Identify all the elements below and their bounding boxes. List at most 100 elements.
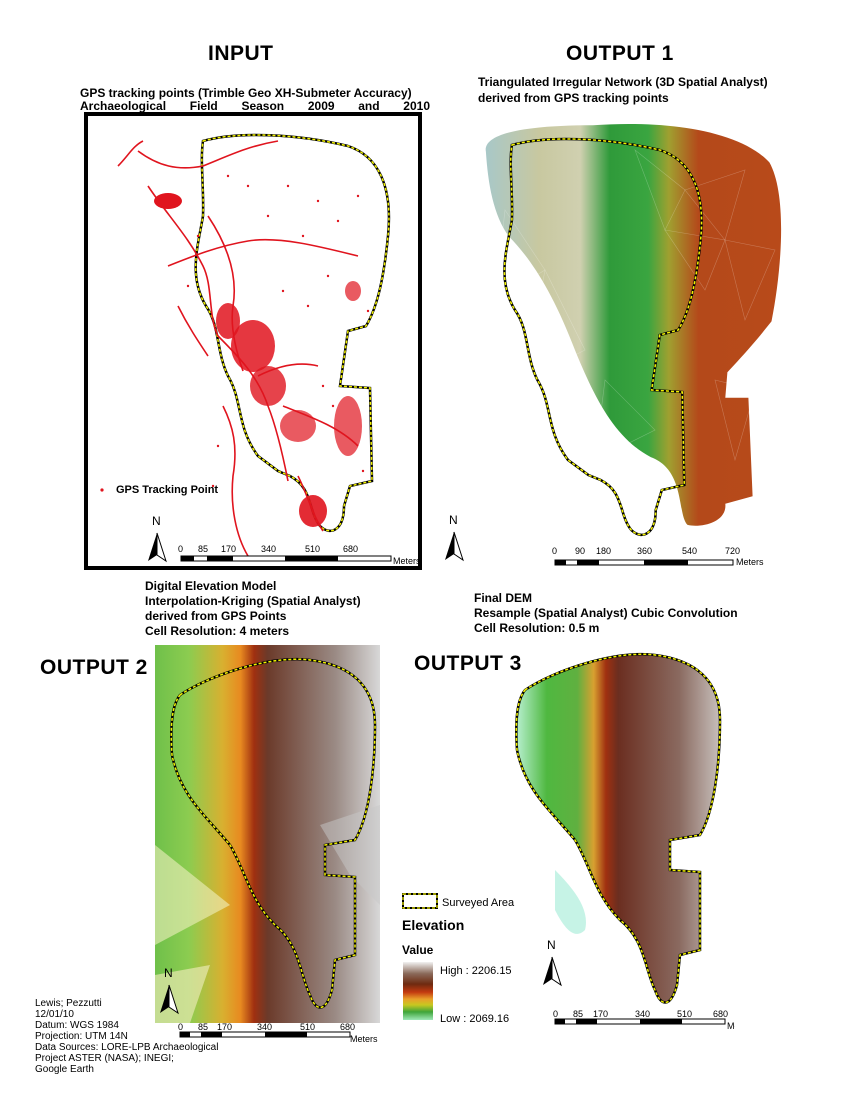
svg-text:510: 510	[300, 1022, 315, 1032]
output3-subtitle-line: Cell Resolution: 0.5 m	[474, 621, 600, 635]
credit-line: Projection: UTM 14N	[35, 1031, 128, 1042]
gps-legend: GPS Tracking Point	[100, 484, 218, 496]
svg-text:170: 170	[593, 1009, 608, 1019]
credit-line: Lewis; Pezzutti	[35, 998, 102, 1009]
scale-ticks: 0 85 170 340 510 680 Meters	[178, 544, 421, 566]
surveyed-area-outline	[503, 138, 703, 536]
svg-text:340: 340	[261, 544, 276, 554]
credit-line: Data Sources: LORE-LPB Archaeological	[35, 1042, 219, 1053]
svg-text:540: 540	[682, 546, 697, 556]
input-title: INPUT	[208, 42, 274, 65]
north-label: N	[547, 938, 556, 952]
output3-subtitle: Final DEM Resample (Spatial Analyst) Cub…	[474, 591, 738, 636]
subtitle-word: Season	[241, 99, 285, 113]
output1-subtitle-line2: derived from GPS tracking points	[478, 91, 669, 105]
map-credits: Lewis; Pezzutti 12/01/10 Datum: WGS 1984…	[35, 998, 218, 1075]
tin-triangles	[494, 149, 776, 462]
output1-title: OUTPUT 1	[566, 42, 674, 65]
svg-text:0: 0	[553, 1009, 558, 1019]
input-map: GPS Tracking Point N 0 85 170 340 510 68…	[100, 133, 421, 566]
scale-ticks: 0 90 180 360 540 720 Meters	[552, 546, 764, 567]
output1-subtitle-line1: Triangulated Irregular Network (3D Spati…	[478, 75, 768, 89]
north-arrow: N	[160, 966, 179, 1015]
map-legend: Surveyed Area Elevation Value High : 220…	[402, 893, 515, 1025]
gps-scatter-points	[186, 174, 370, 488]
gps-legend-label: GPS Tracking Point	[116, 484, 218, 496]
subtitle-word: Field	[189, 99, 218, 113]
elevation-title: Elevation	[402, 917, 464, 933]
output2-subtitle-line: Cell Resolution: 4 meters	[145, 624, 290, 638]
scale-bar	[180, 555, 392, 562]
svg-text:680: 680	[343, 544, 358, 554]
svg-text:85: 85	[573, 1009, 583, 1019]
subtitle-word: and	[358, 99, 380, 113]
svg-text:680: 680	[340, 1022, 355, 1032]
input-map-frame: GPS Tracking Point N 0 85 170 340 510 68…	[84, 112, 422, 570]
scale-bar	[554, 559, 734, 566]
svg-text:170: 170	[217, 1022, 232, 1032]
gps-point-symbol	[100, 488, 104, 492]
north-label: N	[152, 514, 161, 528]
scale-bar	[179, 1031, 351, 1038]
output2-subtitle-line: Digital Elevation Model	[145, 579, 277, 593]
surveyed-area-swatch	[402, 893, 438, 909]
svg-text:0: 0	[552, 546, 557, 556]
svg-text:Meters: Meters	[736, 557, 764, 567]
svg-text:90: 90	[575, 546, 585, 556]
svg-text:340: 340	[635, 1009, 650, 1019]
dem-surface	[516, 654, 720, 1003]
credit-line: Datum: WGS 1984	[35, 1020, 119, 1031]
output3-subtitle-line: Resample (Spatial Analyst) Cubic Convolu…	[474, 606, 738, 620]
output2-title: OUTPUT 2	[40, 656, 148, 679]
subtitle-word: Archaeological	[80, 99, 167, 113]
subtitle-word: 2010	[403, 99, 430, 113]
input-subtitle-line2: Archaeological Field Season 2009 and 201…	[80, 99, 430, 113]
credit-line: Project ASTER (NASA); INEGI;	[35, 1053, 174, 1064]
svg-text:720: 720	[725, 546, 740, 556]
output2-subtitle-line: Interpolation-Kriging (Spatial Analyst)	[145, 594, 361, 608]
output1-map: N 0 90 180 360 540 720 Meters	[445, 123, 782, 567]
svg-text:85: 85	[198, 1022, 208, 1032]
surveyed-area-outline	[515, 653, 721, 1004]
high-label: High : 2206.15	[440, 965, 512, 977]
svg-text:180: 180	[596, 546, 611, 556]
elevation-gradient	[403, 962, 433, 1020]
scale-ticks: 0 85 170 340 510 680 Meters	[553, 1009, 735, 1031]
tin-surface	[485, 123, 782, 526]
output3-subtitle-line: Final DEM	[474, 591, 533, 605]
svg-text:0: 0	[178, 1022, 183, 1032]
svg-text:680: 680	[713, 1009, 728, 1019]
input-subtitle-line1: GPS tracking points (Trimble Geo XH-Subm…	[80, 86, 412, 100]
output2-subtitle: Digital Elevation Model Interpolation-Kr…	[145, 579, 361, 639]
svg-text:Meters: Meters	[350, 1034, 378, 1044]
value-title: Value	[402, 943, 434, 957]
output2-map: N 0 85 170 340 510 680 Meters	[155, 645, 380, 1044]
output2-subtitle-line: derived from GPS Points	[145, 609, 287, 623]
credit-line: Google Earth	[35, 1064, 94, 1075]
gps-point-clusters	[154, 193, 362, 527]
north-label: N	[449, 513, 458, 527]
scale-ticks: 0 85 170 340 510 680 Meters	[178, 1022, 378, 1044]
surveyed-area-label: Surveyed Area	[442, 897, 515, 909]
north-arrow: N	[445, 513, 464, 562]
low-label: Low : 2069.16	[440, 1013, 509, 1025]
svg-text:510: 510	[305, 544, 320, 554]
output3-title: OUTPUT 3	[414, 652, 522, 675]
credit-line: 12/01/10	[35, 1009, 74, 1020]
north-arrow: N	[543, 938, 562, 987]
svg-text:85: 85	[198, 544, 208, 554]
scale-bar	[554, 1018, 726, 1025]
svg-text:0: 0	[178, 544, 183, 554]
svg-text:510: 510	[677, 1009, 692, 1019]
svg-text:Meters: Meters	[393, 556, 418, 566]
surveyed-area-outline	[170, 658, 376, 1009]
north-label: N	[164, 966, 173, 980]
surveyed-area-outline	[194, 134, 390, 532]
svg-text:340: 340	[257, 1022, 272, 1032]
output3-map: N 0 85 170 340 510 680 Meters	[515, 653, 735, 1031]
svg-text:Meters: Meters	[727, 1021, 735, 1031]
north-arrow: N	[148, 514, 167, 563]
svg-text:170: 170	[221, 544, 236, 554]
subtitle-word: 2009	[307, 99, 335, 113]
svg-text:360: 360	[637, 546, 652, 556]
